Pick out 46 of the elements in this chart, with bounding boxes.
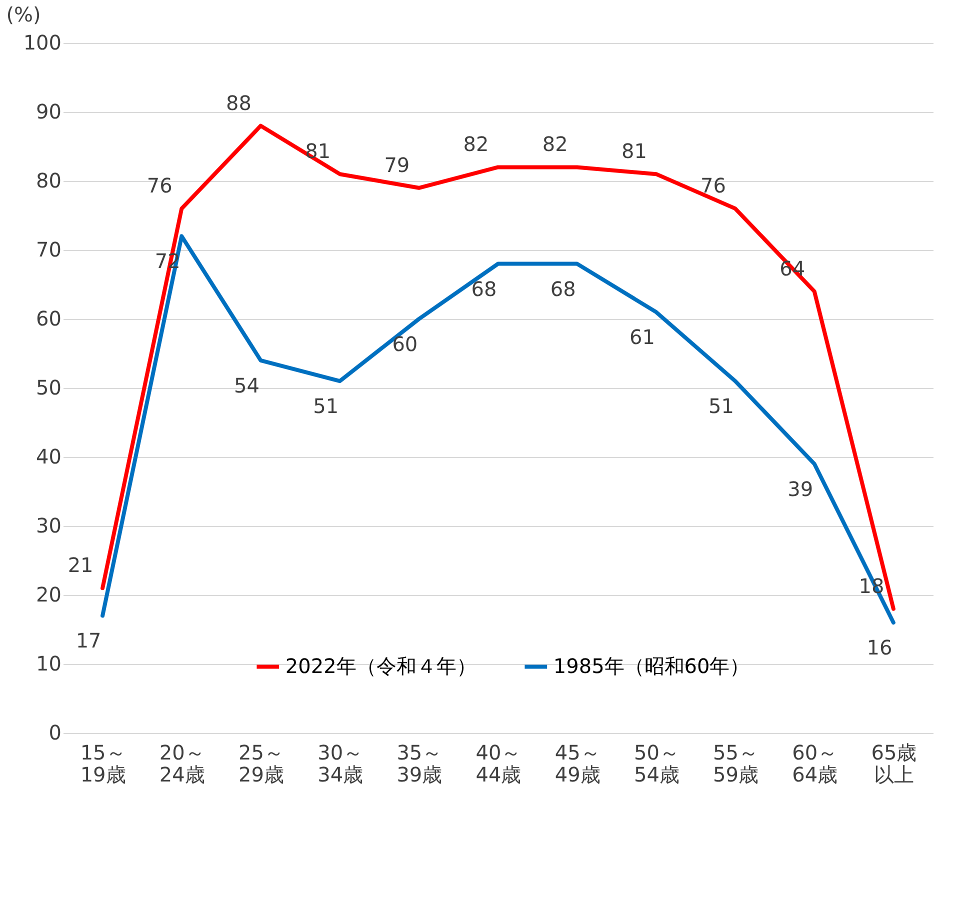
data-label: 60 — [392, 332, 418, 356]
y-tick-label: 100 — [23, 30, 62, 54]
y-tick-label: 50 — [36, 376, 62, 400]
data-label: 51 — [313, 394, 339, 418]
data-label: 68 — [471, 276, 497, 301]
data-label: 82 — [463, 132, 489, 156]
x-tick-label: 40～44歳 — [476, 740, 522, 786]
data-label: 54 — [234, 373, 260, 398]
x-tick-label: 15～19歳 — [80, 740, 126, 786]
data-label: 82 — [542, 132, 568, 156]
x-tick-label: 20～24歳 — [159, 740, 205, 786]
legend-label: 1985年（昭和60年） — [553, 654, 750, 678]
y-axis-title: (%) — [6, 2, 41, 26]
x-tick-label: 50～54歳 — [634, 740, 680, 786]
y-tick-label: 70 — [36, 238, 62, 262]
y-tick-label: 10 — [36, 652, 62, 676]
data-label: 79 — [384, 152, 410, 177]
x-tick-label: 35～39歳 — [396, 740, 442, 786]
line-series — [100, 124, 896, 611]
data-label: 76 — [146, 174, 172, 198]
x-tick-label: 55～59歳 — [713, 740, 758, 786]
x-tick-label: 60～64歳 — [792, 740, 838, 786]
x-tick-label: 30～34歳 — [318, 740, 364, 786]
data-label: 17 — [76, 628, 102, 653]
x-tick-label: 45～49歳 — [554, 740, 600, 786]
y-tick-label: 60 — [36, 306, 62, 330]
data-label: 21 — [68, 553, 94, 578]
x-tick-label: 65歳以上 — [871, 740, 917, 786]
data-label: 88 — [226, 90, 252, 115]
data-label: 39 — [788, 476, 814, 501]
y-tick-label: 20 — [36, 582, 62, 606]
data-label: 61 — [629, 325, 655, 350]
legend-label: 2022年（令和４年） — [285, 654, 476, 678]
data-label: 16 — [866, 636, 892, 660]
y-tick-label: 80 — [36, 168, 62, 192]
data-label: 81 — [305, 139, 331, 164]
data-label: 68 — [550, 276, 576, 301]
x-tick-label: 25～29歳 — [238, 740, 284, 786]
data-label: 51 — [708, 394, 734, 418]
data-label: 81 — [621, 139, 647, 164]
y-tick-label: 90 — [36, 100, 62, 124]
y-tick-label: 40 — [36, 444, 62, 468]
y-tick-label: 0 — [48, 720, 62, 744]
line-series — [100, 234, 896, 625]
data-label: 76 — [700, 174, 726, 198]
y-tick-label: 30 — [36, 514, 62, 538]
